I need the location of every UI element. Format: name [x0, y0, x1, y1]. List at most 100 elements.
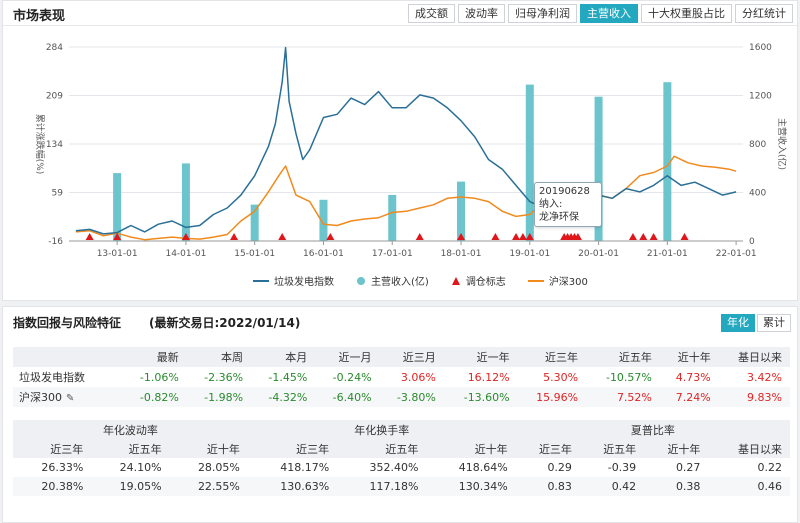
x-tick-label: 16-01-01	[303, 249, 344, 259]
return-cell: -10.57%	[605, 370, 652, 384]
col-3y: 近三年	[517, 347, 587, 367]
row-label-text: 沪深300	[19, 391, 62, 404]
market-panel-title: 市场表现	[13, 9, 66, 24]
return-cell: -13.60%	[443, 387, 518, 407]
rebalance-marker	[639, 233, 648, 240]
table-row: 20.38% 19.05% 22.55% 130.63% 117.18% 130…	[13, 477, 790, 496]
revenue-bar	[525, 84, 534, 242]
risk-cell: 130.34%	[426, 477, 516, 496]
market-performance-panel: 市场表现 成交额 波动率 归母净利润 主营收入 十大权重股占比 分红统计 -16…	[2, 0, 798, 301]
left-tick-label: 209	[46, 92, 63, 102]
tooltip-stock: 龙净环保	[539, 212, 579, 223]
rebalance-marker	[457, 233, 466, 240]
returns-risk-panel: 指数回报与风险特征 (最新交易日:2022/01/14) 年化 累计 最新 本周…	[2, 306, 798, 523]
legend-rebalance[interactable]: 调仓标志	[451, 273, 506, 288]
risk-cell: 0.29	[547, 461, 572, 474]
col-latest: 最新	[122, 347, 187, 367]
x-tick-label: 17-01-01	[372, 249, 413, 259]
dot-swatch-icon	[357, 276, 365, 285]
return-cell: -1.06%	[139, 370, 179, 384]
rebalance-marker	[512, 233, 521, 240]
risk-group-row: 年化波动率 年化换手率 夏普比率	[13, 420, 790, 439]
x-tick-label: 14-01-01	[165, 249, 206, 259]
rebalance-marker	[525, 233, 534, 240]
metric-tabs: 成交额 波动率 归母净利润 主营收入 十大权重股占比 分红统计	[405, 4, 793, 23]
risk-cell: 0.38	[644, 477, 709, 496]
return-cell: -3.80%	[379, 387, 444, 407]
line-swatch-icon	[253, 279, 269, 282]
rebalance-marker	[573, 233, 582, 240]
market-panel-header: 市场表现 成交额 波动率 归母净利润 主营收入 十大权重股占比 分红统计	[3, 1, 797, 26]
rebalance-marker	[181, 233, 190, 240]
risk-col: 近三年	[13, 439, 92, 458]
returns-header-row: 最新 本周 本月 近一月 近三月 近一年 近三年 近五年 近十年 基日以来	[13, 347, 790, 367]
rebalance-marker	[113, 233, 122, 240]
tab-main-revenue[interactable]: 主营收入	[580, 4, 638, 23]
risk-col: 近五年	[579, 439, 645, 458]
return-cell: -1.45%	[268, 370, 308, 384]
toggle-annualized[interactable]: 年化	[721, 314, 755, 332]
return-cell: 7.24%	[659, 387, 719, 407]
x-tick-label: 18-01-01	[441, 249, 482, 259]
risk-cell: 24.10%	[119, 461, 162, 474]
return-cell: 3.42%	[747, 370, 782, 384]
x-tick-label: 20-01-01	[578, 249, 619, 259]
x-tick-label: 21-01-01	[647, 249, 688, 259]
risk-cell: 26.33%	[41, 461, 84, 474]
risk-cell: 0.42	[579, 477, 645, 496]
risk-col: 近五年	[337, 439, 427, 458]
risk-cell: -0.39	[607, 461, 637, 474]
revenue-bar	[319, 199, 328, 241]
rebalance-marker	[649, 233, 658, 240]
chart-legend: 垃圾发电指数 主营收入(亿) 调仓标志 沪深300	[253, 273, 610, 288]
pencil-icon[interactable]: ✎	[66, 393, 75, 404]
rebalance-marker	[518, 233, 527, 240]
revenue-bar	[113, 173, 122, 241]
col-5y: 近五年	[586, 347, 660, 367]
tab-top10-weight[interactable]: 十大权重股占比	[641, 4, 732, 23]
risk-cell: 0.46	[708, 477, 790, 496]
col-1y: 近一年	[443, 347, 518, 367]
revenue-bar	[594, 96, 603, 242]
tab-dividend-stats[interactable]: 分红统计	[735, 4, 793, 23]
revenue-bar	[388, 194, 397, 241]
tooltip-date: 20190628	[539, 186, 590, 197]
market-chart[interactable]: -16 0 59 400 134 800 209 1200 284 1600 13-01-01 14-…	[3, 27, 797, 267]
x-tick-label: 13-01-01	[97, 249, 138, 259]
right-tick-label: 400	[749, 189, 766, 199]
rebalance-marker	[680, 233, 689, 240]
tab-volatility[interactable]: 波动率	[458, 4, 505, 23]
legend-revenue[interactable]: 主营收入(亿)	[356, 273, 429, 288]
returns-table: 最新 本周 本月 近一月 近三月 近一年 近三年 近五年 近十年 基日以来 垃圾…	[13, 347, 790, 407]
legend-revenue-label: 主营收入(亿)	[371, 277, 429, 288]
legend-csi300-label: 沪深300	[548, 277, 588, 288]
tab-net-profit[interactable]: 归母净利润	[508, 4, 577, 23]
blank-header	[13, 347, 123, 367]
col-1m: 近一月	[315, 347, 380, 367]
risk-table: 年化波动率 年化换手率 夏普比率 近三年 近五年 近十年 近三年 近五年 近十年…	[13, 420, 790, 496]
risk-subheader-row: 近三年 近五年 近十年 近三年 近五年 近十年 近三年 近五年 近十年 基日以来	[13, 439, 790, 458]
toggle-cumulative[interactable]: 累计	[757, 314, 791, 332]
rebalance-marker	[278, 233, 287, 240]
row-label: 垃圾发电指数	[19, 371, 85, 384]
risk-col: 近十年	[426, 439, 516, 458]
legend-index-label: 垃圾发电指数	[274, 277, 334, 288]
risk-cell: 352.40%	[369, 461, 419, 474]
group-volatility: 年化波动率	[13, 420, 248, 439]
revenue-bar	[181, 163, 190, 241]
risk-cell: 117.18%	[337, 477, 427, 496]
col-since-base: 基日以来	[718, 347, 790, 367]
legend-index[interactable]: 垃圾发电指数	[253, 273, 334, 288]
left-tick-label: 284	[46, 43, 63, 53]
right-tick-label: 1600	[749, 43, 772, 53]
revenue-bar	[250, 204, 259, 241]
risk-cell: 19.05%	[91, 477, 170, 496]
risk-cell: 0.83	[515, 477, 580, 496]
legend-csi300[interactable]: 沪深300	[527, 273, 588, 288]
table-row: 26.33% 24.10% 28.05% 418.17% 352.40% 418…	[13, 458, 790, 477]
returns-title: 指数回报与风险特征	[13, 316, 122, 330]
risk-col: 基日以来	[708, 439, 790, 458]
risk-col: 近五年	[91, 439, 170, 458]
risk-col: 近十年	[169, 439, 248, 458]
tab-turnover[interactable]: 成交额	[408, 4, 455, 23]
